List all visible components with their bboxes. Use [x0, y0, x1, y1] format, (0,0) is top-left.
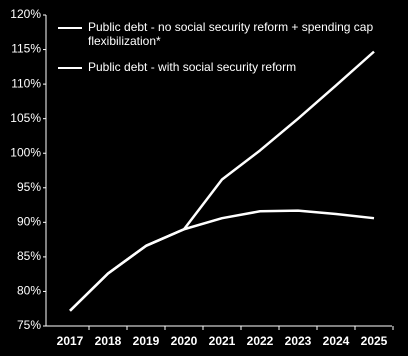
x-tick-label: 2021	[209, 334, 236, 348]
x-tick-label: 2022	[247, 334, 274, 348]
x-tick-label: 2020	[171, 334, 198, 348]
y-tick-label: 100%	[10, 145, 41, 159]
x-tick-label: 2023	[285, 334, 312, 348]
y-tick-label: 90%	[17, 215, 41, 229]
y-tick-label: 85%	[17, 249, 41, 263]
y-tick-label: 80%	[17, 284, 41, 298]
series-line	[69, 50, 375, 312]
x-tick-label: 2019	[133, 334, 160, 348]
series-line	[69, 209, 375, 312]
y-tick-label: 75%	[17, 318, 41, 332]
y-tick-label: 115%	[11, 42, 41, 56]
y-tick-label: 105%	[10, 111, 41, 125]
x-tick-label: 2025	[361, 334, 388, 348]
y-tick-label: 110%	[11, 76, 41, 90]
x-tick-label: 2018	[95, 334, 122, 348]
y-tick-label: 95%	[17, 180, 41, 194]
x-tick-label: 2024	[323, 334, 350, 348]
y-tick-label: 120%	[10, 7, 41, 21]
x-tick-label: 2017	[57, 334, 84, 348]
